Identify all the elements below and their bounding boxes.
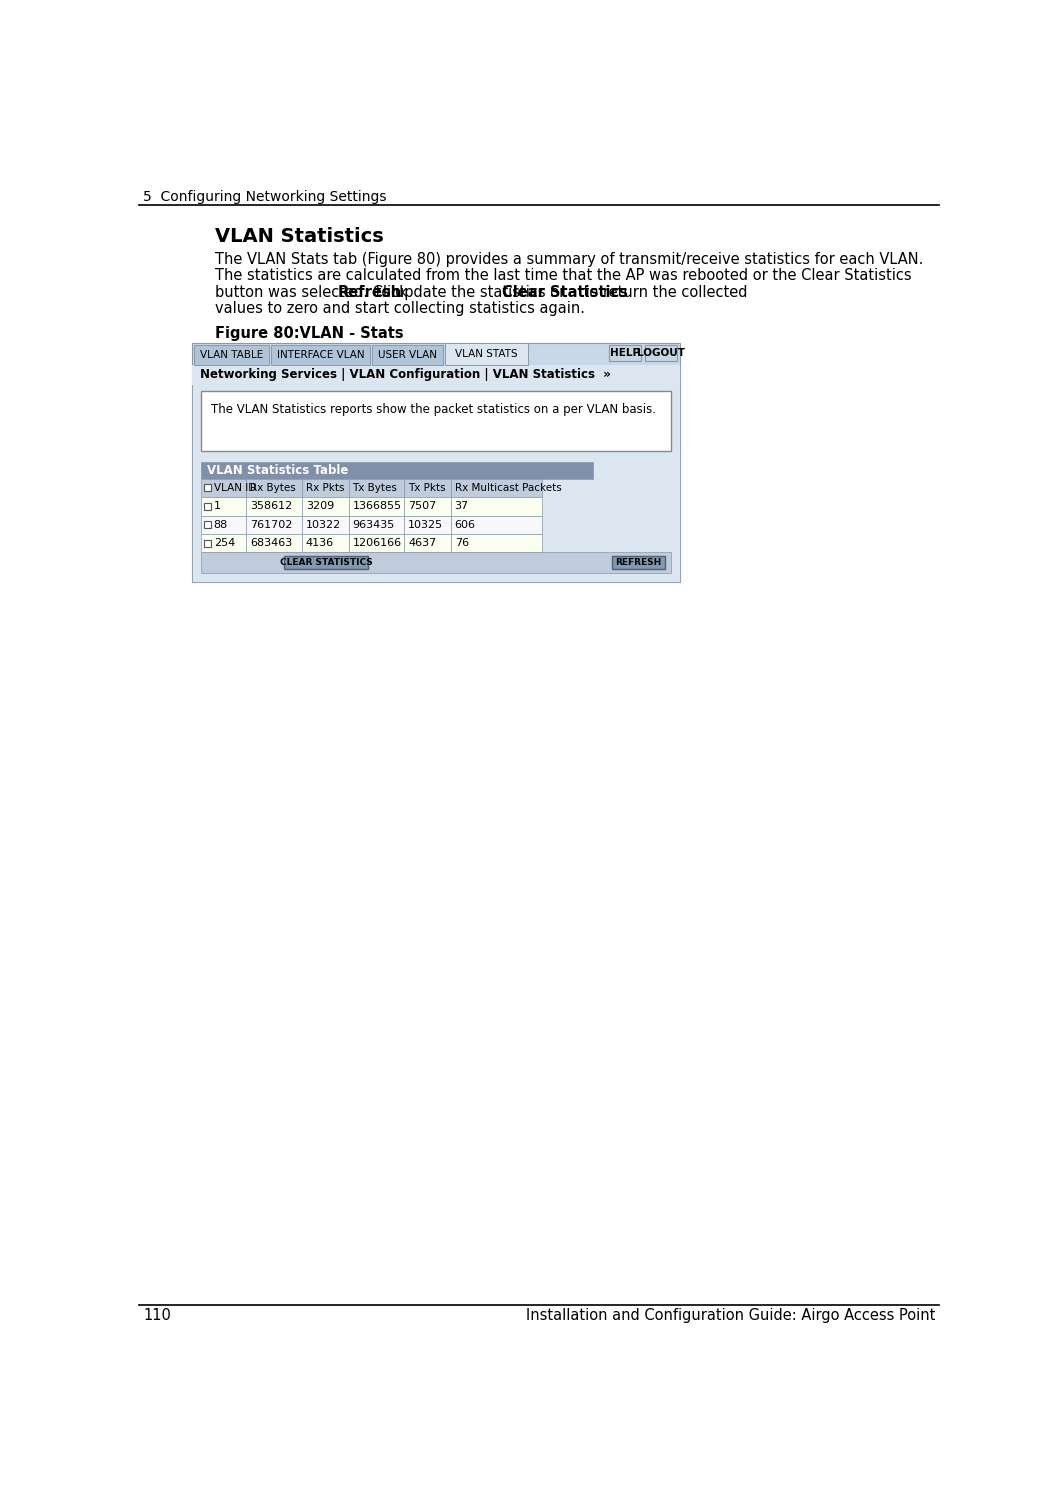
Bar [451,497,542,516]
Bar [284,555,368,570]
Text: 10325: 10325 [408,519,443,530]
Bar [609,345,642,361]
Text: Tx Pkts: Tx Pkts [408,483,446,492]
Bar [404,534,451,552]
Text: 963435: 963435 [352,519,394,530]
Text: The VLAN Statistics reports show the packet statistics on a per VLAN basis.: The VLAN Statistics reports show the pac… [210,403,655,416]
Text: LOGOUT: LOGOUT [636,348,685,358]
Text: 254: 254 [214,539,235,548]
Bar [246,516,302,534]
Text: 1206166: 1206166 [352,539,402,548]
Text: HELP: HELP [610,348,641,358]
Text: USER VLAN: USER VLAN [378,349,437,360]
Text: to return the collected: to return the collected [579,285,747,300]
Text: 683463: 683463 [250,539,292,548]
Bar [204,521,210,528]
Text: 4637: 4637 [408,539,437,548]
Bar [246,479,302,497]
Bar [348,534,404,552]
Text: VLAN ID: VLAN ID [214,483,256,492]
Bar [451,479,542,497]
Bar [201,497,246,516]
Text: 606: 606 [454,519,476,530]
Text: 37: 37 [454,501,469,512]
Text: Installation and Configuration Guide: Airgo Access Point: Installation and Configuration Guide: Ai… [526,1308,935,1323]
Bar [246,534,302,552]
Bar [404,516,451,534]
Text: VLAN - Stats: VLAN - Stats [279,327,403,342]
Text: 7507: 7507 [408,501,437,512]
Text: values to zero and start collecting statistics again.: values to zero and start collecting stat… [216,301,585,316]
Bar [204,485,210,491]
Text: Figure 80:: Figure 80: [216,327,300,342]
Bar [271,345,370,364]
Bar [194,345,269,364]
Bar [201,516,246,534]
Text: VLAN Statistics Table: VLAN Statistics Table [207,464,349,476]
Text: CLEAR STATISTICS: CLEAR STATISTICS [280,558,372,567]
Bar [302,516,348,534]
Bar [451,534,542,552]
Text: 4136: 4136 [306,539,333,548]
Text: 1366855: 1366855 [352,501,402,512]
Text: Rx Pkts: Rx Pkts [306,483,344,492]
Bar [191,364,681,582]
Bar [201,534,246,552]
Text: 1: 1 [214,501,221,512]
Bar [191,364,681,385]
Bar [348,479,404,497]
Bar [645,345,677,361]
Text: Clear Statistics: Clear Statistics [503,285,628,300]
Text: VLAN STATS: VLAN STATS [456,349,518,360]
Bar [612,555,665,570]
Bar [191,343,681,582]
Bar [451,516,542,534]
Text: 76: 76 [454,539,469,548]
Text: 10322: 10322 [306,519,341,530]
Bar [302,497,348,516]
Bar [404,497,451,516]
Bar [204,503,210,510]
Text: 358612: 358612 [250,501,292,512]
Text: Rx Bytes: Rx Bytes [250,483,296,492]
Text: REFRESH: REFRESH [615,558,662,567]
Text: 761702: 761702 [250,519,292,530]
Bar [201,391,671,451]
Text: 88: 88 [214,519,228,530]
Bar [371,345,443,364]
Text: Rx Multicast Packets: Rx Multicast Packets [454,483,562,492]
Bar [302,479,348,497]
Text: INTERFACE VLAN: INTERFACE VLAN [277,349,364,360]
Text: to update the statistics or: to update the statistics or [371,285,570,300]
Text: 3209: 3209 [306,501,335,512]
Bar [445,343,528,364]
Text: Tx Bytes: Tx Bytes [352,483,398,492]
Bar [348,516,404,534]
Text: 5  Configuring Networking Settings: 5 Configuring Networking Settings [143,189,387,204]
Bar [246,497,302,516]
Text: VLAN TABLE: VLAN TABLE [200,349,263,360]
Bar [201,479,246,497]
Text: The statistics are calculated from the last time that the AP was rebooted or the: The statistics are calculated from the l… [216,269,912,283]
Bar [348,497,404,516]
Bar [201,461,593,479]
Text: button was selected. Click: button was selected. Click [216,285,412,300]
Text: 110: 110 [143,1308,171,1323]
Text: Networking Services | VLAN Configuration | VLAN Statistics  »: Networking Services | VLAN Configuration… [200,369,610,380]
Text: Refresh: Refresh [338,285,402,300]
Bar [201,552,671,573]
Text: The VLAN Stats tab (Figure 80) provides a summary of transmit/receive statistics: The VLAN Stats tab (Figure 80) provides … [216,252,924,267]
Bar [204,540,210,546]
Text: VLAN Statistics: VLAN Statistics [216,227,384,246]
Bar [404,479,451,497]
Bar [302,534,348,552]
